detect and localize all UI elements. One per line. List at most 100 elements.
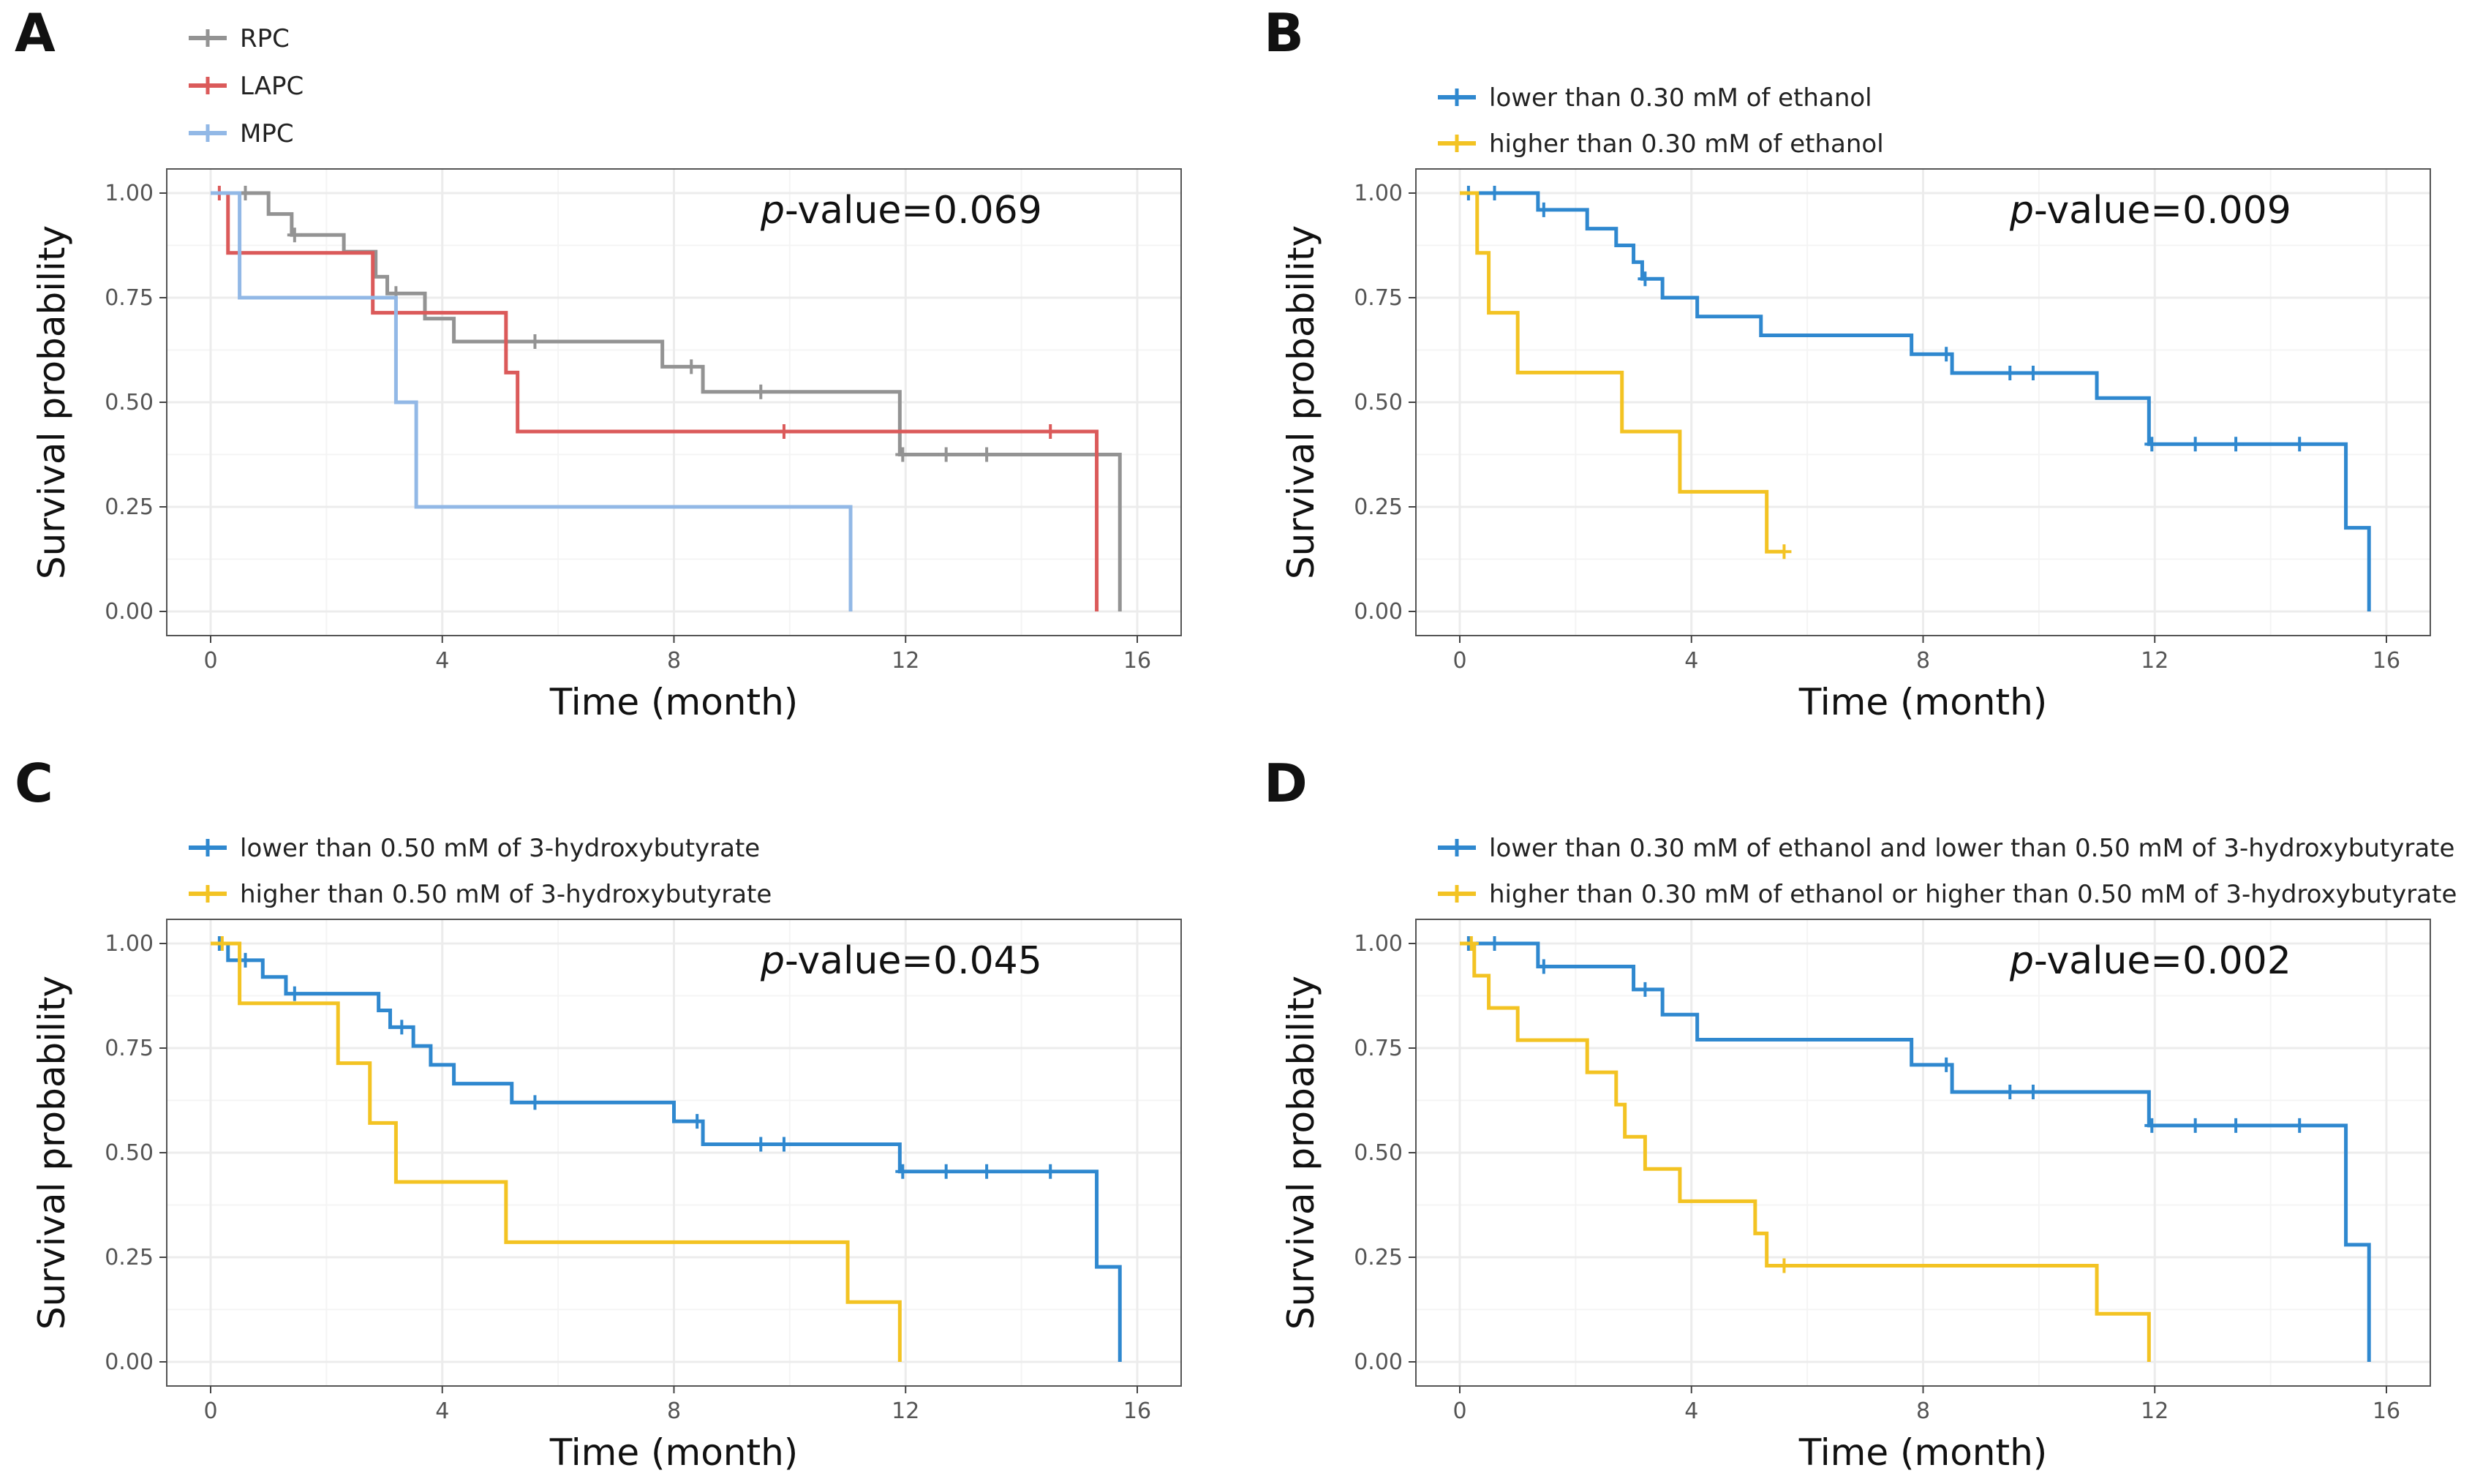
- series-line-3: [211, 191, 853, 611]
- y-tick-label: 0.75: [1354, 285, 1403, 311]
- censor-mark: [1939, 1057, 1954, 1072]
- censor-mark: [287, 986, 302, 1001]
- censor-mark: [1463, 936, 1479, 951]
- censor-mark: [1776, 544, 1792, 560]
- y-tick-label: 0.25: [105, 1245, 154, 1270]
- x-tick-label: 8: [1916, 648, 1930, 674]
- censor-mark: [1536, 959, 1551, 974]
- x-tick-label: 0: [203, 1398, 217, 1424]
- censor-mark: [1638, 271, 1653, 287]
- censor-mark: [1638, 982, 1653, 997]
- legend-label: MPC: [240, 119, 294, 148]
- y-tick-label: 1.00: [105, 931, 154, 957]
- y-tick-label: 0.00: [105, 599, 154, 625]
- censor-mark: [979, 1164, 995, 1179]
- y-axis-title: Survival probability: [1280, 976, 1322, 1330]
- legend-label: higher than 0.30 mM of ethanol: [1489, 129, 1884, 159]
- censor-mark: [1776, 1258, 1792, 1273]
- x-tick-label: 16: [1123, 1398, 1151, 1424]
- x-tick-label: 12: [2141, 1398, 2168, 1424]
- censor-mark: [895, 447, 911, 462]
- legend-label: higher than 0.50 mM of 3-hydroxybutyrate: [240, 880, 772, 909]
- p-value-symbol: p: [2009, 189, 2034, 233]
- x-tick-label: 16: [1123, 648, 1151, 674]
- censor-mark: [2228, 1118, 2244, 1133]
- censor-mark: [214, 936, 230, 951]
- p-value-symbol: p: [760, 189, 785, 233]
- panel-letter: A: [15, 2, 56, 64]
- y-tick-label: 0.75: [1354, 1036, 1403, 1061]
- censor-mark: [1043, 424, 1058, 440]
- censor-mark: [527, 334, 543, 350]
- series-line-1: [211, 191, 1122, 611]
- censor-mark: [1536, 202, 1551, 217]
- p-value-annotation: p-value=0.009: [2009, 189, 2291, 233]
- p-value-text: -value=0.002: [2034, 939, 2291, 983]
- y-tick-label: 0.50: [1354, 390, 1403, 415]
- y-tick-label: 0.50: [1354, 1140, 1403, 1166]
- censor-mark: [776, 1137, 791, 1152]
- y-tick-label: 0.75: [105, 285, 154, 311]
- x-tick-label: 4: [435, 648, 449, 674]
- panel-letter: B: [1264, 2, 1304, 64]
- legend-label: RPC: [240, 24, 290, 53]
- x-tick-label: 12: [892, 648, 919, 674]
- panel-letter: D: [1264, 753, 1308, 814]
- y-tick-label: 1.00: [1354, 181, 1403, 206]
- y-tick-label: 0.00: [105, 1349, 154, 1375]
- p-value-text: -value=0.069: [785, 189, 1042, 233]
- censor-mark: [2292, 437, 2307, 452]
- y-axis-title: Survival probability: [31, 976, 73, 1330]
- censor-mark: [2144, 1118, 2160, 1133]
- panel-a: A RPC LAPC MPC 0 4 8 12 16 0.00 0.25 0.50 0.75 1.00 Ti…: [15, 2, 1182, 723]
- censor-mark: [2025, 1085, 2040, 1100]
- censor-mark: [2025, 365, 2040, 380]
- series-line-2: [211, 941, 902, 1362]
- p-value-text: -value=0.045: [785, 939, 1042, 983]
- censor-mark: [895, 1164, 911, 1179]
- x-axis-title: Time (month): [1798, 681, 2048, 723]
- p-value-annotation: p-value=0.045: [760, 939, 1042, 983]
- legend-label: lower than 0.50 mM of 3-hydroxybutyrate: [240, 834, 760, 863]
- censor-mark: [2002, 365, 2018, 380]
- x-tick-label: 12: [2141, 648, 2168, 674]
- censor-mark: [2144, 437, 2160, 452]
- censor-mark: [527, 1095, 543, 1110]
- censor-mark: [684, 359, 699, 374]
- y-tick-label: 0.25: [1354, 1245, 1403, 1270]
- p-value-annotation: p-value=0.002: [2009, 939, 2291, 983]
- p-value-text: -value=0.009: [2034, 189, 2291, 233]
- y-tick-label: 0.75: [105, 1036, 154, 1061]
- censor-mark: [2292, 1118, 2307, 1133]
- censor-mark: [1487, 936, 1502, 951]
- x-tick-label: 0: [203, 648, 217, 674]
- y-tick-label: 0.00: [1354, 599, 1403, 625]
- p-value-symbol: p: [760, 939, 785, 983]
- x-tick-label: 0: [1452, 648, 1466, 674]
- y-axis-title: Survival probability: [1280, 225, 1322, 579]
- p-value-annotation: p-value=0.069: [760, 189, 1042, 233]
- y-tick-label: 0.00: [1354, 1349, 1403, 1375]
- censor-mark: [979, 447, 995, 462]
- x-tick-label: 4: [1684, 1398, 1698, 1424]
- p-value-symbol: p: [2009, 939, 2034, 983]
- series-line-2: [1460, 191, 1785, 554]
- censor-mark: [776, 424, 791, 440]
- x-axis-title: Time (month): [1798, 1431, 2048, 1474]
- censor-mark: [1939, 347, 1954, 362]
- x-tick-label: 16: [2373, 1398, 2400, 1424]
- censor-mark: [1487, 186, 1502, 200]
- x-axis-title: Time (month): [549, 681, 799, 723]
- y-tick-label: 0.25: [105, 494, 154, 520]
- censor-mark: [938, 1164, 954, 1179]
- censor-mark: [2187, 1118, 2203, 1133]
- series-line-2: [211, 191, 1099, 611]
- censor-mark: [753, 1137, 769, 1152]
- censor-mark: [938, 447, 954, 462]
- series-line-1: [1460, 191, 2371, 611]
- x-tick-label: 12: [892, 1398, 919, 1424]
- legend-label: lower than 0.30 mM of ethanol and lower …: [1489, 834, 2454, 863]
